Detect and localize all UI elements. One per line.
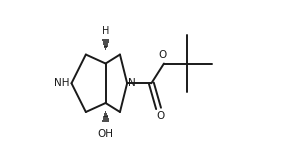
Text: O: O	[158, 50, 166, 60]
Text: NH: NH	[54, 78, 70, 88]
Text: N: N	[128, 78, 136, 88]
Text: OH: OH	[98, 129, 113, 139]
Text: H: H	[102, 26, 109, 36]
Text: O: O	[156, 111, 164, 121]
